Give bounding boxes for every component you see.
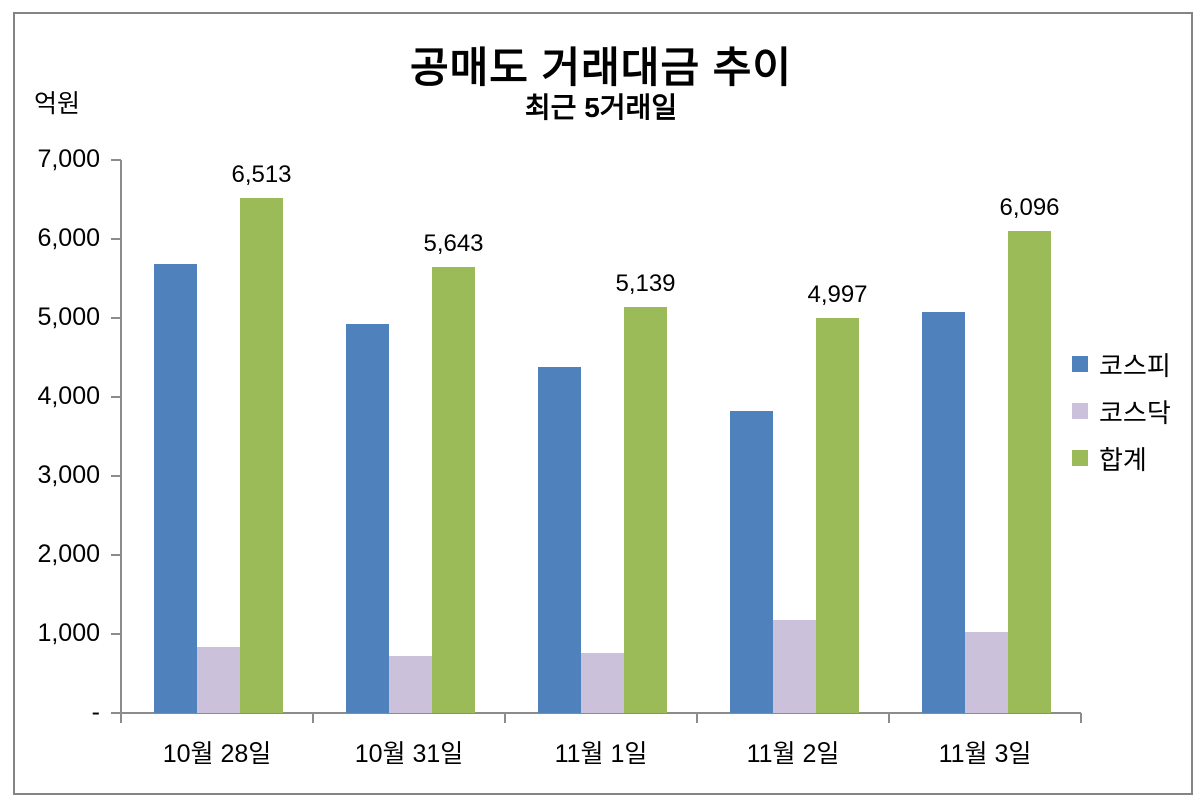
x-axis-category-label: 10월 28일 — [162, 740, 272, 768]
bar-코스피-10월 31일 — [346, 324, 389, 713]
x-axis-tick — [312, 713, 314, 723]
bar-코스닥-10월 31일 — [389, 655, 432, 713]
bar-value-label: 6,096 — [999, 194, 1060, 222]
x-axis-category-label: 11월 2일 — [746, 740, 840, 768]
legend-swatch-icon — [1072, 356, 1088, 372]
y-axis-tick-label: 5,000 — [37, 303, 100, 331]
y-axis-tick — [111, 633, 121, 635]
bar-코스닥-11월 2일 — [773, 620, 816, 713]
y-axis-tick — [111, 396, 121, 398]
x-axis-category-label: 11월 1일 — [554, 740, 648, 768]
x-axis-tick — [504, 713, 506, 723]
y-axis-tick — [111, 554, 121, 556]
y-axis-tick-label: 6,000 — [37, 224, 100, 252]
bar-코스피-11월 3일 — [922, 312, 965, 713]
bar-value-label: 5,139 — [615, 270, 676, 298]
y-axis-tick-label: 4,000 — [37, 382, 100, 410]
legend-item-코스피: 코스피 — [1072, 348, 1171, 381]
legend-item-코스닥: 코스닥 — [1072, 395, 1171, 428]
legend-label: 합계 — [1099, 444, 1147, 475]
x-axis-tick — [888, 713, 890, 723]
y-axis-tick-label: - — [91, 698, 100, 726]
x-axis-tick — [696, 713, 698, 723]
y-axis-line — [120, 160, 122, 713]
y-axis-tick — [111, 317, 121, 319]
y-axis-tick-label: 7,000 — [37, 145, 100, 173]
y-axis-tick — [111, 159, 121, 161]
y-axis-tick-label: 2,000 — [37, 540, 100, 568]
y-axis-unit-label: 억원 — [34, 90, 81, 118]
bar-코스닥-11월 3일 — [965, 632, 1008, 713]
x-axis-tick — [1080, 713, 1082, 723]
x-axis-category-label: 11월 3일 — [938, 740, 1032, 768]
y-axis-tick-label: 1,000 — [37, 619, 100, 647]
bar-코스닥-10월 28일 — [197, 647, 240, 713]
bar-코스피-10월 28일 — [154, 264, 197, 713]
y-axis-tick-label: 3,000 — [37, 461, 100, 489]
x-axis-line — [121, 712, 1081, 714]
bar-value-label: 5,643 — [423, 230, 484, 258]
bar-코스닥-11월 1일 — [581, 653, 624, 713]
bar-합계-11월 3일 — [1008, 231, 1051, 713]
bar-코스피-11월 2일 — [730, 411, 773, 713]
chart-subtitle: 최근 5거래일 — [524, 92, 678, 123]
legend-swatch-icon — [1072, 403, 1088, 419]
bar-합계-11월 2일 — [816, 318, 859, 713]
bar-value-label: 4,997 — [807, 281, 868, 309]
legend-swatch-icon — [1072, 450, 1088, 466]
y-axis-tick — [111, 712, 121, 714]
legend-label: 코스닥 — [1099, 397, 1171, 428]
legend-label: 코스피 — [1099, 350, 1171, 381]
bar-value-label: 6,513 — [231, 161, 292, 189]
legend-item-합계: 합계 — [1072, 442, 1171, 475]
bar-합계-10월 31일 — [432, 267, 475, 713]
x-axis-category-label: 10월 31일 — [354, 740, 464, 768]
y-axis-tick — [111, 475, 121, 477]
chart-title: 공매도 거래대금 추이 — [409, 44, 793, 91]
bar-합계-10월 28일 — [240, 198, 283, 713]
y-axis-tick — [111, 238, 121, 240]
bar-합계-11월 1일 — [624, 307, 667, 713]
x-axis-tick — [120, 713, 122, 723]
bar-코스피-11월 1일 — [538, 366, 581, 713]
